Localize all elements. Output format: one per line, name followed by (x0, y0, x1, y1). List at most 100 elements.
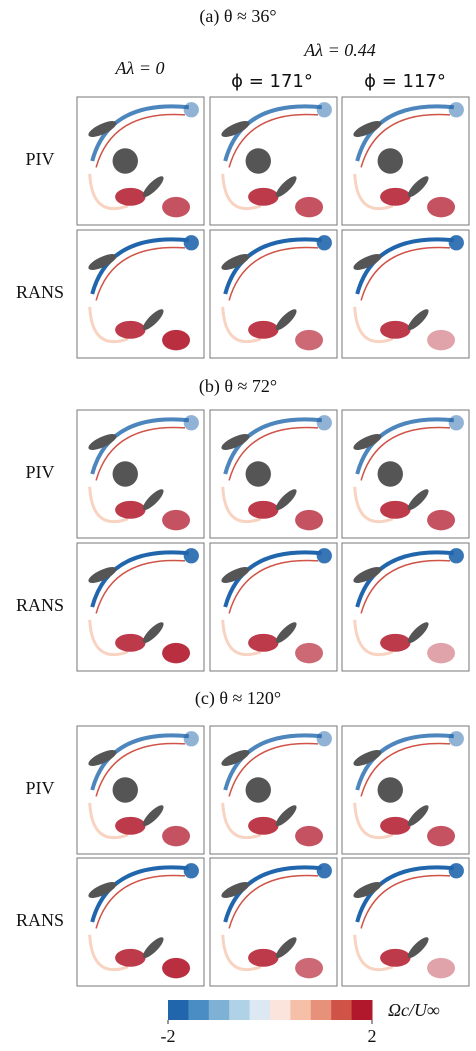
vortex-core (316, 415, 332, 431)
vortex-core (427, 957, 456, 979)
vortex-core (183, 548, 199, 564)
vortex-core (448, 863, 464, 879)
airfoil (407, 309, 429, 330)
row-label: RANS (16, 595, 64, 615)
vortex-core (448, 235, 464, 251)
vortex-arc (88, 802, 129, 840)
airfoil (407, 622, 429, 643)
section-title: (c) θ ≈ 120° (195, 688, 281, 709)
vortex-arc (221, 934, 262, 972)
vortex-arc (221, 306, 262, 344)
airfoil (275, 805, 297, 826)
vortex-sheet (355, 237, 454, 295)
colorbar-tick-label: -2 (161, 1026, 176, 1046)
vortex-arc (88, 306, 129, 344)
vortex-core (316, 863, 332, 879)
vortex-core (295, 509, 324, 531)
vortex-core (248, 816, 279, 835)
piv-panel (76, 96, 205, 226)
colorbar-swatch (331, 1000, 353, 1020)
vortex-sheet (90, 550, 189, 608)
airfoil (88, 750, 117, 766)
piv-panel (209, 96, 338, 226)
colorbar-swatch (310, 1000, 332, 1020)
vortex-core (448, 731, 464, 747)
vortex-core (295, 329, 324, 351)
airfoil (142, 489, 164, 510)
colorbar-swatch (208, 1000, 230, 1020)
row-label: PIV (25, 462, 54, 482)
airfoil (142, 937, 164, 958)
vortex-core (115, 187, 146, 206)
colorbar-swatch (290, 1000, 312, 1020)
airfoil (88, 434, 117, 450)
vortex-sheet (95, 874, 186, 929)
airfoil (142, 176, 164, 197)
vortex-sheet (95, 426, 186, 481)
column-header: Aλ = 0 (115, 58, 165, 78)
vortex-arc (221, 619, 262, 657)
cylinder (112, 777, 138, 803)
vortex-arc (88, 619, 129, 657)
airfoil (407, 489, 429, 510)
piv-panel (76, 409, 205, 539)
vortex-core (248, 320, 279, 339)
vortex-sheet (355, 733, 454, 791)
vortex-core (115, 320, 146, 339)
vortex-sheet (355, 417, 454, 475)
vortex-core (248, 948, 279, 967)
vortex-sheet (90, 733, 189, 791)
colorbar-label: Ωc/U∞ (388, 1000, 440, 1020)
column-group-header: Aλ = 0.44 (303, 40, 375, 60)
vortex-core (183, 731, 199, 747)
vortex-sheet (90, 417, 189, 475)
vortex-sheet (355, 550, 454, 608)
piv-panel (76, 725, 205, 855)
vortex-arc (221, 173, 262, 211)
airfoil (275, 489, 297, 510)
airfoil (88, 567, 117, 583)
column-header: ϕ = 171° (231, 71, 313, 92)
vortex-core (183, 415, 199, 431)
vortex-core (380, 633, 411, 652)
vortex-sheet (90, 104, 189, 162)
airfoil (88, 882, 117, 898)
vortex-core (183, 102, 199, 118)
vortex-arc (221, 802, 262, 840)
vortex-sheet (223, 237, 322, 295)
rans-panel (209, 542, 338, 672)
airfoil (353, 567, 382, 583)
vortex-core (316, 548, 332, 564)
cylinder (112, 461, 138, 487)
piv-panel (341, 725, 470, 855)
vortex-core (427, 642, 456, 664)
vortex-arc (221, 486, 262, 524)
vortex-core (295, 196, 324, 218)
piv-panel (341, 96, 470, 226)
vortex-arc (353, 619, 394, 657)
vortex-core (248, 633, 279, 652)
vortex-sheet (223, 733, 322, 791)
airfoil (407, 176, 429, 197)
vortex-core (380, 500, 411, 519)
rans-panel (76, 857, 205, 987)
vortex-sheet (360, 559, 451, 614)
airfoil (88, 254, 117, 270)
vortex-sheet (360, 246, 451, 301)
vortex-core (316, 235, 332, 251)
vortex-sheet (360, 426, 451, 481)
vortex-sheet (228, 426, 319, 481)
rans-panel (341, 229, 470, 359)
rans-panel (76, 229, 205, 359)
vortex-core (380, 320, 411, 339)
vortex-sheet (228, 246, 319, 301)
airfoil (353, 882, 382, 898)
vortex-core (183, 235, 199, 251)
vortex-core (162, 642, 191, 664)
airfoil (353, 750, 382, 766)
vortex-sheet (228, 113, 319, 168)
airfoil (221, 254, 250, 270)
piv-panel (341, 409, 470, 539)
vortex-core (162, 825, 191, 847)
vortex-core (115, 948, 146, 967)
